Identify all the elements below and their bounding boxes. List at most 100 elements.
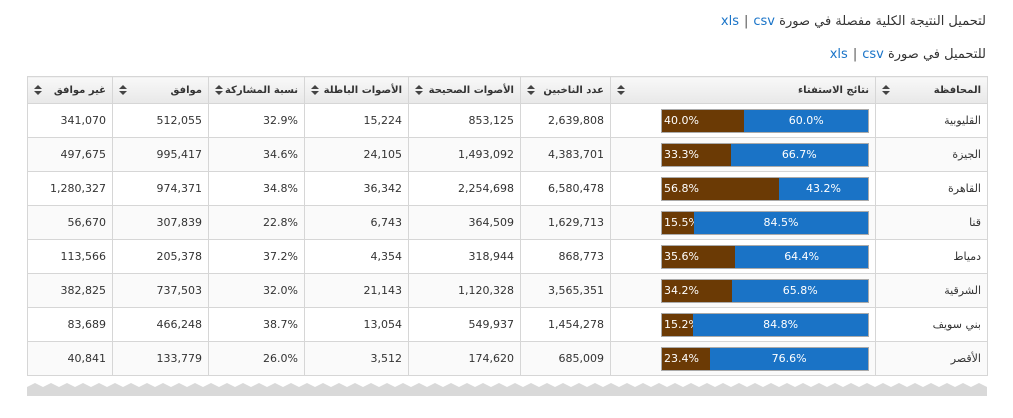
result-bar: 34.2% 65.8% bbox=[661, 278, 869, 303]
header-text: غير موافق bbox=[53, 84, 106, 96]
no-segment: 56.8% bbox=[662, 177, 780, 200]
table-cell: 6,580,478 bbox=[520, 171, 611, 206]
table-cell: 1,454,278 bbox=[520, 307, 611, 342]
table-cell: 34.6% bbox=[208, 137, 305, 172]
result-cell: 15.2% 84.8% bbox=[610, 307, 876, 342]
table-cell: 512,055 bbox=[112, 103, 209, 138]
table-cell: 868,773 bbox=[520, 239, 611, 274]
table-cell: 1,629,713 bbox=[520, 205, 611, 240]
separator: | bbox=[852, 47, 858, 62]
table-cell: 37.2% bbox=[208, 239, 305, 274]
table-cell: 13,054 bbox=[304, 307, 409, 342]
table-cell: 364,509 bbox=[408, 205, 521, 240]
header-text: المحافظة bbox=[933, 84, 981, 96]
segment-label: 65.8% bbox=[782, 284, 818, 297]
table-cell: 995,417 bbox=[112, 137, 209, 172]
no-segment: 34.2% bbox=[662, 279, 733, 302]
table-cell: 6,743 bbox=[304, 205, 409, 240]
table-row: القاهرة 56.8% 43.2% 6,580,478 2,254,698 36,34… bbox=[27, 171, 988, 206]
segment-label: 76.6% bbox=[771, 352, 807, 365]
governorate: قنا bbox=[875, 205, 988, 240]
download-text: لتحميل النتيجة الكلية مفصلة في صورة bbox=[779, 14, 986, 29]
csv-link[interactable]: csv bbox=[862, 47, 884, 62]
result-bar: 33.3% 66.7% bbox=[661, 142, 869, 167]
column-header[interactable]: الأصوات الصحيحة bbox=[408, 76, 521, 104]
no-segment: 23.4% bbox=[662, 347, 711, 370]
governorate: الجيزة bbox=[875, 137, 988, 172]
segment-label: 40.0% bbox=[664, 114, 699, 127]
table-cell: 853,125 bbox=[408, 103, 521, 138]
segment-label: 60.0% bbox=[788, 114, 824, 127]
governorate: بني سويف bbox=[875, 307, 988, 342]
xls-link[interactable]: xls bbox=[829, 47, 848, 62]
header-text: الأصوات الصحيحة bbox=[428, 84, 514, 96]
column-header[interactable]: المحافظة bbox=[875, 76, 988, 104]
table-cell: 4,354 bbox=[304, 239, 409, 274]
result-cell: 34.2% 65.8% bbox=[610, 273, 876, 308]
table-cell: 32.0% bbox=[208, 273, 305, 308]
table-cell: 26.0% bbox=[208, 341, 305, 376]
result-cell: 40.0% 60.0% bbox=[610, 103, 876, 138]
segment-label: 84.8% bbox=[763, 318, 799, 331]
governorate: دمياط bbox=[875, 239, 988, 274]
header-text: الأصوات الباطلة bbox=[323, 84, 402, 96]
result-bar: 15.5% 84.5% bbox=[661, 210, 869, 235]
segment-label: 15.5% bbox=[664, 216, 694, 229]
yes-segment: 64.4% bbox=[735, 245, 868, 268]
table-cell: 32.9% bbox=[208, 103, 305, 138]
table-cell: 24,105 bbox=[304, 137, 409, 172]
segment-label: 56.8% bbox=[664, 182, 699, 195]
table-row: بني سويف 15.2% 84.8% 1,454,278549,93713,054… bbox=[27, 307, 988, 342]
table-cell: 341,070 bbox=[27, 103, 113, 138]
table-row: الشرقية 34.2% 65.8% 3,565,351 1,120,328 21,14… bbox=[27, 273, 988, 308]
no-segment: 35.6% bbox=[662, 245, 736, 268]
table-cell: 497,675 bbox=[27, 137, 113, 172]
table-cell: 34.8% bbox=[208, 171, 305, 206]
header-text: موافق bbox=[170, 84, 202, 96]
column-header[interactable]: نسبة المشاركة bbox=[208, 76, 305, 104]
xls-link[interactable]: xls bbox=[720, 14, 739, 29]
table-cell: 21,143 bbox=[304, 273, 409, 308]
table-cell: 1,120,328 bbox=[408, 273, 521, 308]
column-header[interactable]: نتائج الاستفتاء bbox=[610, 76, 876, 104]
result-cell: 56.8% 43.2% bbox=[610, 171, 876, 206]
segment-label: 64.4% bbox=[784, 250, 820, 263]
yes-segment: 65.8% bbox=[732, 279, 868, 302]
table-cell: 466,248 bbox=[112, 307, 209, 342]
table-cell: 307,839 bbox=[112, 205, 209, 240]
sort-icon bbox=[311, 85, 319, 95]
download-line: للتحميل في صورة xls | csv bbox=[830, 47, 986, 62]
column-header[interactable]: غير موافق bbox=[27, 76, 113, 104]
table-cell: 40,841 bbox=[27, 341, 113, 376]
result-cell: 15.5% 84.5% bbox=[610, 205, 876, 240]
download-line: لتحميل النتيجة الكلية مفصلة في صورة xls |… bbox=[721, 14, 986, 29]
no-segment: 33.3% bbox=[662, 143, 731, 166]
no-segment: 40.0% bbox=[662, 109, 745, 132]
table-cell: 1,493,092 bbox=[408, 137, 521, 172]
column-header[interactable]: الأصوات الباطلة bbox=[304, 76, 409, 104]
table-cell: 3,565,351 bbox=[520, 273, 611, 308]
csv-link[interactable]: csv bbox=[753, 14, 775, 29]
table-cell: 974,371 bbox=[112, 171, 209, 206]
sort-icon bbox=[527, 85, 535, 95]
governorate: الأقصر bbox=[875, 341, 988, 376]
yes-segment: 66.7% bbox=[730, 143, 868, 166]
sort-icon bbox=[415, 85, 423, 95]
governorate: الشرقية bbox=[875, 273, 988, 308]
table-row: الجيزة 33.3% 66.7% 4,383,701 1,493,092 24,105… bbox=[27, 137, 988, 172]
table-cell: 685,009 bbox=[520, 341, 611, 376]
table-cell: 1,280,327 bbox=[27, 171, 113, 206]
yes-segment: 84.5% bbox=[693, 211, 868, 234]
table-row: القليوبية 40.0% 60.0% 2,639,808 853,125 15,22… bbox=[27, 103, 988, 138]
table-cell: 2,639,808 bbox=[520, 103, 611, 138]
download-text: للتحميل في صورة bbox=[887, 47, 986, 62]
column-header[interactable]: عدد الناخبين bbox=[520, 76, 611, 104]
header-text: نسبة المشاركة bbox=[224, 84, 298, 96]
column-header[interactable]: موافق bbox=[112, 76, 209, 104]
governorate: القاهرة bbox=[875, 171, 988, 206]
table-row: دمياط 35.6% 64.4% 868,773 318,944 4,354 37.2% 2… bbox=[27, 239, 988, 274]
segment-label: 35.6% bbox=[664, 250, 699, 263]
table-cell: 22.8% bbox=[208, 205, 305, 240]
result-bar: 23.4% 76.6% bbox=[661, 346, 869, 371]
table-cell: 549,937 bbox=[408, 307, 521, 342]
